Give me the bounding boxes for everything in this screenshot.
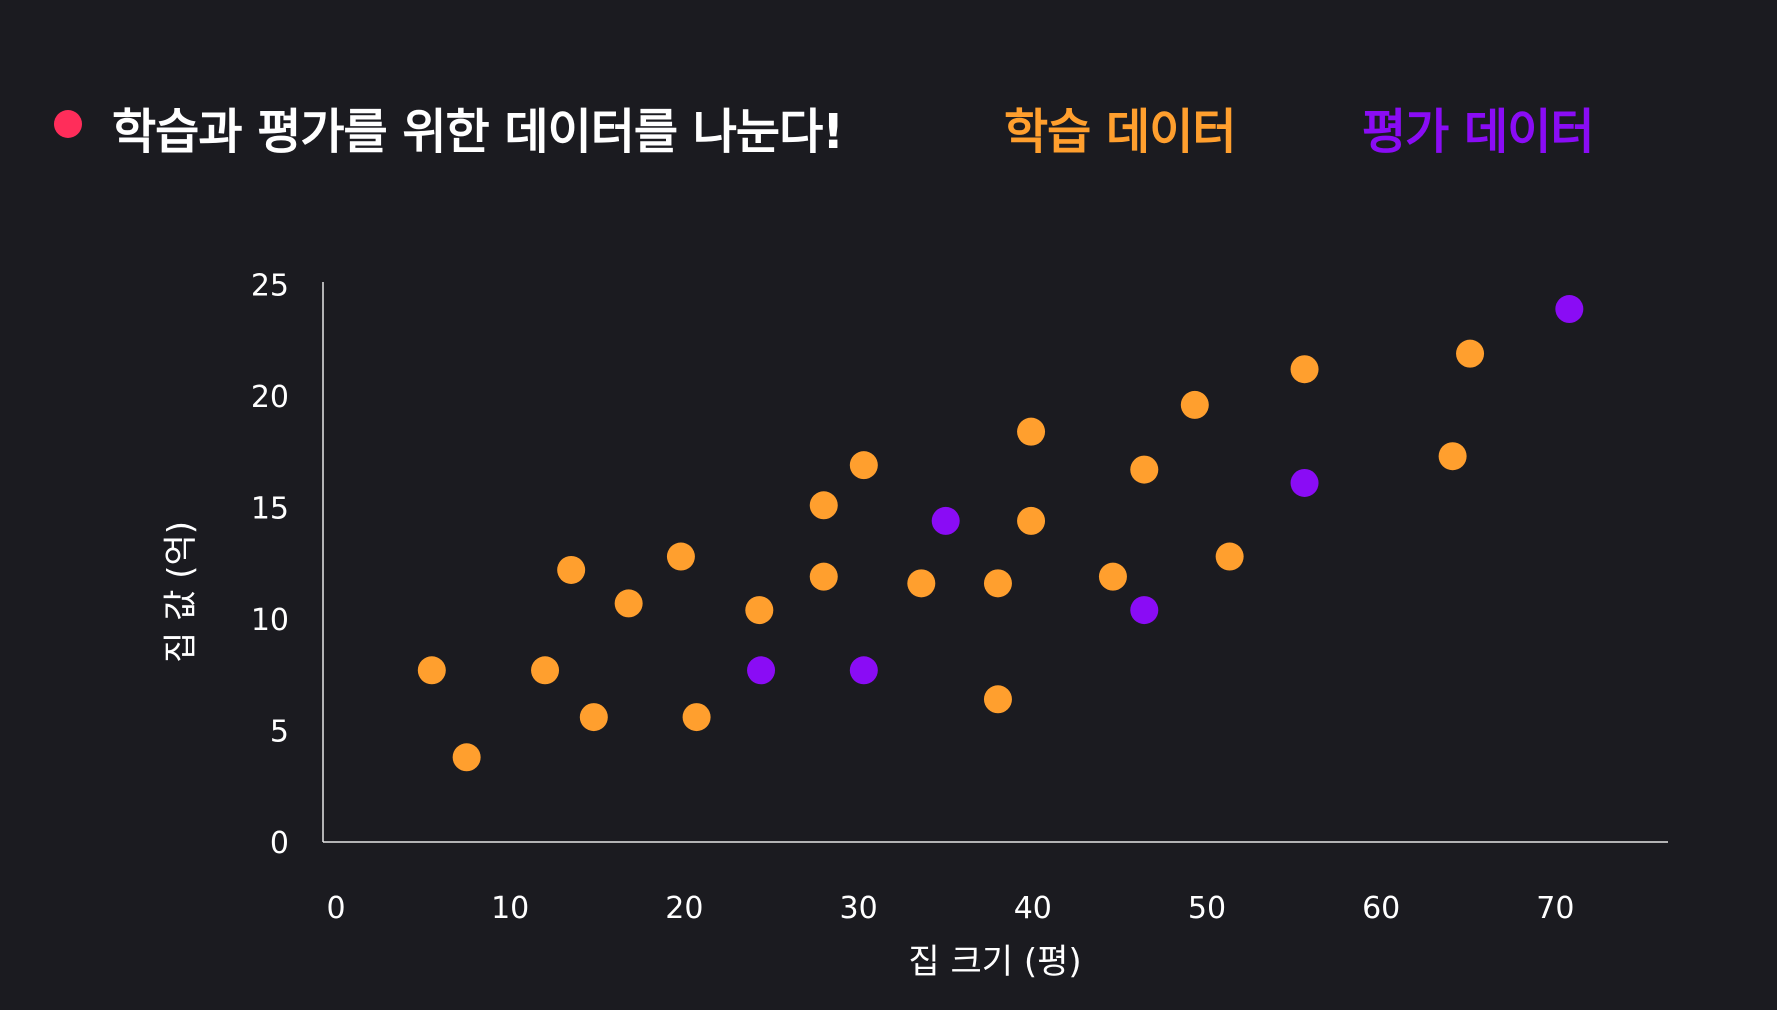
x-tick-label: 70 xyxy=(1536,891,1574,926)
train-data-point xyxy=(1180,390,1209,419)
x-tick-label: 20 xyxy=(665,891,703,926)
train-data-point xyxy=(1017,506,1046,535)
y-tick-label: 15 xyxy=(251,492,289,527)
x-tick-label: 30 xyxy=(840,891,878,926)
train-data-point xyxy=(452,743,481,772)
train-data-point xyxy=(417,656,446,685)
test-data-point xyxy=(849,656,878,685)
test-data-point xyxy=(1290,468,1319,497)
y-axis-label: 집 값 (억) xyxy=(161,521,201,663)
y-tick-label: 5 xyxy=(270,715,289,750)
x-tick-label: 0 xyxy=(326,891,345,926)
train-data-point xyxy=(983,569,1012,598)
chart-axes xyxy=(322,282,1668,843)
y-tick-label: 20 xyxy=(251,380,289,415)
train-data-point xyxy=(1098,562,1127,591)
train-data-point xyxy=(1438,442,1467,471)
train-data-point xyxy=(579,703,608,732)
train-data-point xyxy=(1456,339,1485,368)
title-bullet-icon xyxy=(54,110,82,138)
x-tick-label: 50 xyxy=(1188,891,1226,926)
chart-header: 학습과 평가를 위한 데이터를 나눈다! 학습 데이터 평가 데이터 xyxy=(0,88,1777,160)
train-data-point xyxy=(809,562,838,591)
x-tick-label: 40 xyxy=(1014,891,1052,926)
test-data-point xyxy=(1555,295,1584,324)
train-data-point xyxy=(809,491,838,520)
train-data-point xyxy=(849,451,878,480)
train-data-point xyxy=(1017,417,1046,446)
y-tick-label: 10 xyxy=(251,603,289,638)
x-axis-label: 집 크기 (평) xyxy=(908,942,1081,982)
train-data-point xyxy=(1215,542,1244,571)
train-data-point xyxy=(531,656,560,685)
train-data-point xyxy=(907,569,936,598)
legend-train-data: 학습 데이터 xyxy=(1004,104,1237,160)
y-tick-label: 0 xyxy=(270,826,289,861)
chart-title: 학습과 평가를 위한 데이터를 나눈다! xyxy=(112,104,844,160)
legend-test-data: 평가 데이터 xyxy=(1362,104,1595,160)
test-data-point xyxy=(931,506,960,535)
x-tick-label: 10 xyxy=(491,891,529,926)
train-data-point xyxy=(682,703,711,732)
train-data-point xyxy=(614,589,643,618)
train-data-point xyxy=(745,596,774,625)
train-data-point xyxy=(1130,455,1159,484)
train-data-point xyxy=(666,542,695,571)
chart-ticks: 0 10 20 30 40 50 60 70 0 5 10 15 20 25 xyxy=(251,269,1575,927)
test-data-point xyxy=(1130,596,1159,625)
train-data-point xyxy=(983,685,1012,714)
train-data-point xyxy=(1290,355,1319,384)
test-data-point xyxy=(747,656,776,685)
chart-points xyxy=(417,295,1584,772)
train-data-point xyxy=(557,555,586,584)
y-tick-label: 25 xyxy=(251,269,289,304)
x-tick-label: 60 xyxy=(1362,891,1400,926)
